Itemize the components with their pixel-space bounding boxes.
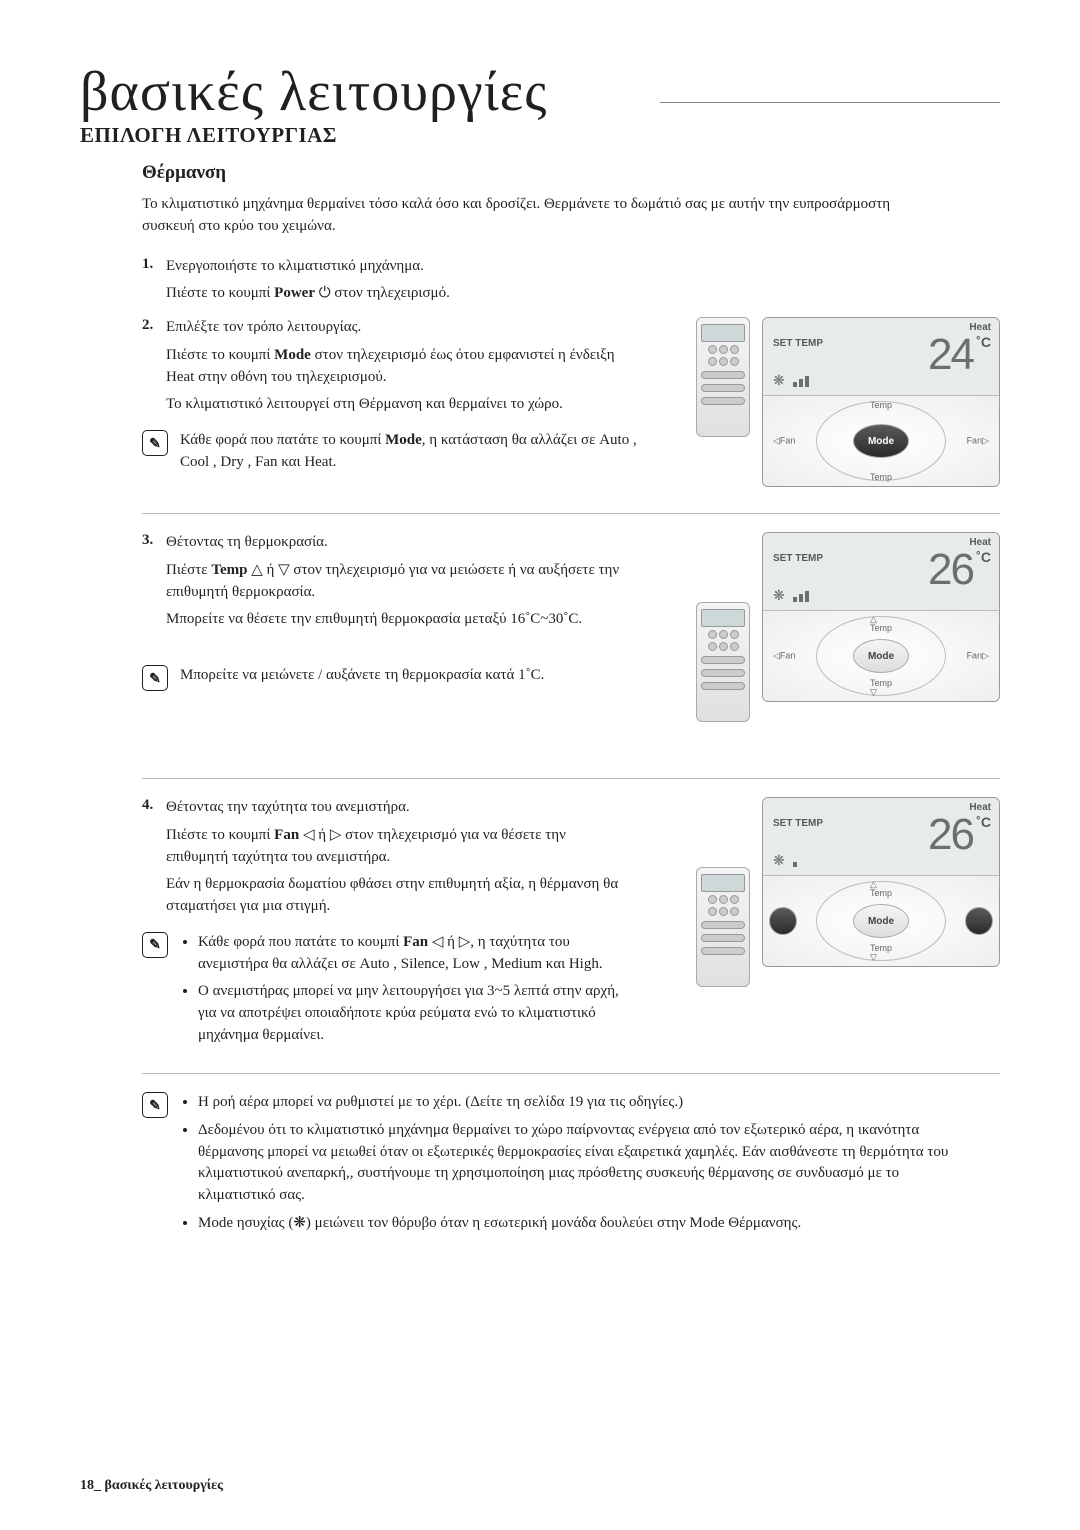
remote-icon bbox=[696, 317, 750, 437]
temp-up-label: △ Temp bbox=[870, 880, 892, 898]
step-4-line3: Εάν η θερμοκρασία δωματίου φθάσει στην ε… bbox=[166, 874, 626, 918]
step-4-note-text: Κάθε φορά που πατάτε το κουμπί Fan ◁ ή ▷… bbox=[180, 932, 640, 1053]
note-icon: ✎ bbox=[142, 1092, 168, 1118]
step-2-block: 2. Επιλέξτε τον τρόπο λειτουργίας. Πιέστ… bbox=[80, 317, 1000, 497]
fan-icon: ❋ bbox=[773, 587, 785, 604]
temp-down-label: Temp bbox=[870, 472, 892, 482]
divider bbox=[142, 778, 1000, 779]
control-panel-2: Heat SET TEMP 26 ˚C ❋ △ Temp Temp ▽ ◁Fan… bbox=[762, 532, 1000, 702]
fan-left-label: ◁Fan bbox=[773, 436, 795, 447]
temp-up-label: △ Temp bbox=[870, 615, 892, 633]
step-4-block: 4. Θέτοντας την ταχύτητα του ανεμιστήρα.… bbox=[80, 797, 1000, 1057]
lcd-settemp: SET TEMP bbox=[773, 338, 823, 349]
step-2-line3: Το κλιματιστικό λειτουργεί στη Θέρμανση … bbox=[166, 394, 626, 416]
lcd-settemp: SET TEMP bbox=[773, 818, 823, 829]
fan-bars bbox=[793, 376, 809, 387]
mode-button[interactable]: Mode bbox=[853, 639, 909, 673]
step-3-line3: Μπορείτε να θέσετε την επιθυμητή θερμοκρ… bbox=[166, 609, 626, 631]
lcd-digits: 24 bbox=[928, 330, 973, 380]
mode-button[interactable]: Mode bbox=[853, 424, 909, 458]
step-1-line1: Ενεργοποιήστε το κλιματιστικό μηχάνημα. bbox=[166, 256, 626, 278]
step-3-line1: Θέτοντας τη θερμοκρασία. bbox=[166, 532, 626, 554]
sub-heading: Θέρμανση bbox=[142, 162, 1000, 184]
step-4-line1: Θέτοντας την ταχύτητα του ανεμιστήρα. bbox=[166, 797, 626, 819]
temp-down-label: Temp ▽ bbox=[870, 679, 892, 697]
control-panel-3: Heat SET TEMP 26 ˚C ❋ △ Temp Temp ▽ ◁Fan… bbox=[762, 797, 1000, 967]
temp-up-label: Temp bbox=[870, 400, 892, 410]
intro-text: Το κλιματιστικό μηχάνημα θερμαίνει τόσο … bbox=[142, 194, 942, 238]
fan-left-label: ◁Fan bbox=[773, 916, 795, 927]
step-2-note-text: Κάθε φορά που πατάτε το κουμπί Mode, η κ… bbox=[180, 430, 640, 474]
section-heading: ΕΠΙΛΟΓΗ ΛΕΙΤΟΥΡΓΙΑΣ bbox=[80, 123, 1000, 148]
final-notes-text: Η ροή αέρα μπορεί να ρυθμιστεί με το χέρ… bbox=[180, 1092, 960, 1241]
lcd-deg: ˚C bbox=[976, 334, 991, 350]
step-2-line2: Πιέστε το κουμπί Mode στον τηλεχειρισμό … bbox=[166, 345, 626, 389]
note-icon: ✎ bbox=[142, 665, 168, 691]
step-4-line2: Πιέστε το κουμπί Fan ◁ ή ▷ στον τηλεχειρ… bbox=[166, 825, 626, 869]
divider bbox=[142, 1073, 1000, 1074]
fan-bars bbox=[793, 862, 797, 867]
step-2-line1: Επιλέξτε τον τρόπο λειτουργίας. bbox=[166, 317, 626, 339]
step-number: 3. bbox=[142, 532, 166, 637]
fan-icon: ❋ bbox=[773, 852, 785, 869]
illustration-2: Heat SET TEMP 26 ˚C ❋ △ Temp Temp ▽ ◁Fan… bbox=[696, 532, 1000, 722]
lcd-deg: ˚C bbox=[976, 814, 991, 830]
mode-button[interactable]: Mode bbox=[853, 904, 909, 938]
page-footer: 18_ βασικές λειτουργίες bbox=[80, 1478, 223, 1494]
page-title: βασικές λειτουργίες bbox=[80, 60, 1000, 124]
temp-down-label: Temp ▽ bbox=[870, 944, 892, 962]
illustration-3: Heat SET TEMP 26 ˚C ❋ △ Temp Temp ▽ ◁Fan… bbox=[696, 797, 1000, 987]
final-notes: ✎ Η ροή αέρα μπορεί να ρυθμιστεί με το χ… bbox=[142, 1092, 1000, 1241]
step-1-line2: Πιέστε το κουμπί Power ⏻ στον τηλεχειρισ… bbox=[166, 283, 626, 305]
title-rule bbox=[660, 102, 1000, 103]
remote-icon bbox=[696, 867, 750, 987]
remote-icon bbox=[696, 602, 750, 722]
lcd-deg: ˚C bbox=[976, 549, 991, 565]
illustration-1: Heat SET TEMP 24 ˚C ❋ Temp Temp ◁Fan Fan… bbox=[696, 317, 1000, 487]
lcd-settemp: SET TEMP bbox=[773, 553, 823, 564]
step-3-block: 3. Θέτοντας τη θερμοκρασία. Πιέστε Temp … bbox=[80, 532, 1000, 762]
divider bbox=[142, 513, 1000, 514]
fan-left-label: ◁Fan bbox=[773, 651, 795, 662]
fan-bars bbox=[793, 591, 809, 602]
step-number: 1. bbox=[142, 256, 166, 312]
step-number: 4. bbox=[142, 797, 166, 924]
lcd-digits: 26 bbox=[928, 545, 973, 595]
note-icon: ✎ bbox=[142, 932, 168, 958]
lcd-digits: 26 bbox=[928, 810, 973, 860]
fan-right-label: Fan▷ bbox=[967, 436, 989, 447]
fan-right-label: Fan▷ bbox=[967, 916, 989, 927]
step-3-line2: Πιέστε Temp △ ή ▽ στον τηλεχειρισμό για … bbox=[166, 560, 626, 604]
step-3-note-text: Μπορείτε να μειώνετε / αυξάνετε τη θερμο… bbox=[180, 665, 544, 687]
step-number: 2. bbox=[142, 317, 166, 422]
control-panel-1: Heat SET TEMP 24 ˚C ❋ Temp Temp ◁Fan Fan… bbox=[762, 317, 1000, 487]
fan-icon: ❋ bbox=[773, 372, 785, 389]
note-icon: ✎ bbox=[142, 430, 168, 456]
fan-right-label: Fan▷ bbox=[967, 651, 989, 662]
step-1: 1. Ενεργοποιήστε το κλιματιστικό μηχάνημ… bbox=[142, 256, 1000, 312]
